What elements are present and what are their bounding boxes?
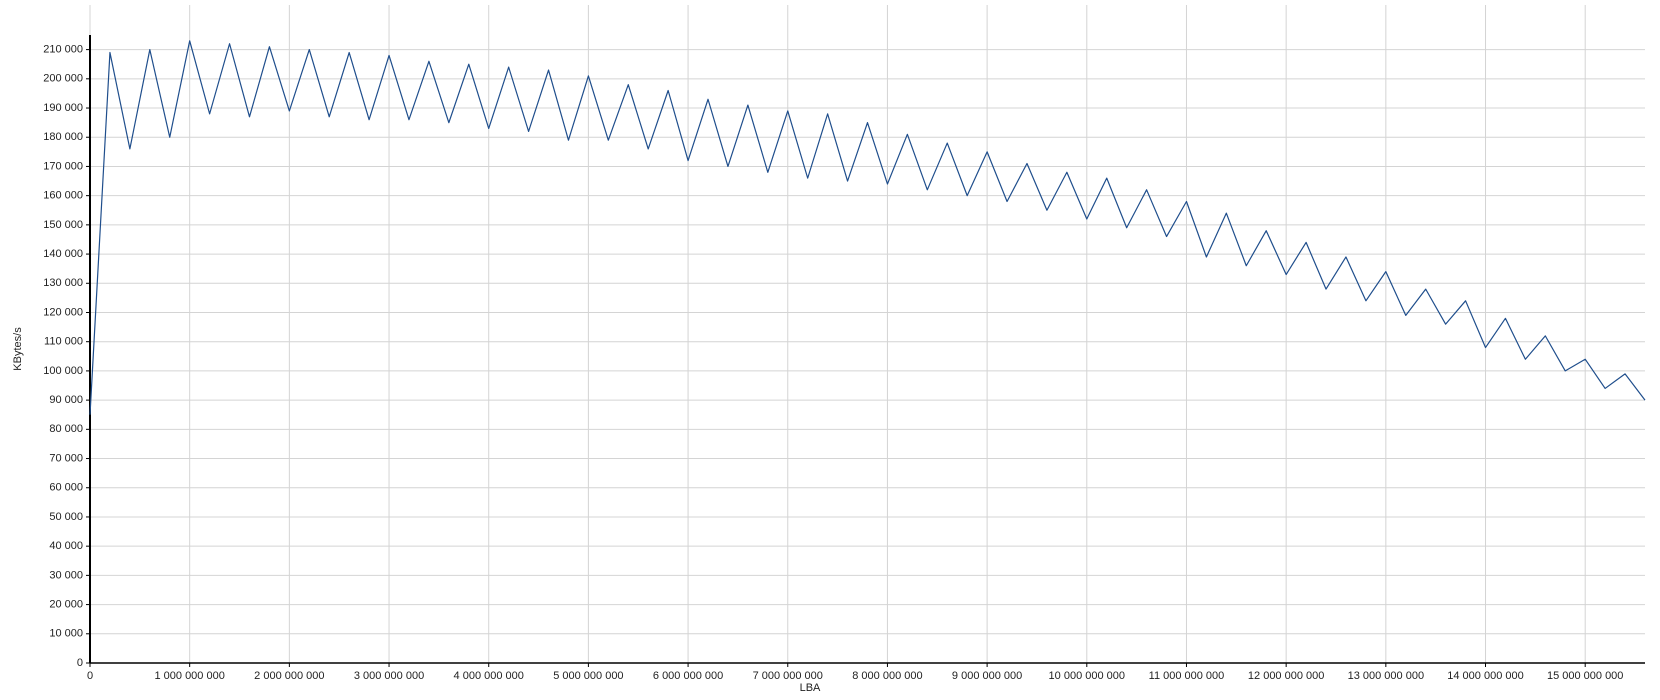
x-tick-label: 3 000 000 000 (354, 670, 424, 682)
y-tick-label: 60 000 (49, 482, 83, 494)
y-tick-label: 0 (77, 657, 83, 669)
x-tick-label: 1 000 000 000 (154, 670, 224, 682)
x-tick-label: 15 000 000 000 (1547, 670, 1623, 682)
y-tick-label: 160 000 (43, 190, 83, 202)
y-tick-label: 190 000 (43, 102, 83, 114)
x-tick-label: 11 000 000 000 (1149, 670, 1225, 682)
x-tick-label: 9 000 000 000 (952, 670, 1022, 682)
data-line (89, 40, 1646, 415)
y-tick-label: 120 000 (43, 306, 83, 318)
x-tick-label: 8 000 000 000 (852, 670, 922, 682)
x-tick-label: 2 000 000 000 (254, 670, 324, 682)
y-tick-label: 30 000 (49, 569, 83, 581)
y-tick-label: 180 000 (43, 131, 83, 143)
x-tick-label: 0 (87, 670, 93, 682)
y-tick-label: 100 000 (43, 365, 83, 377)
y-axis-label: KBytes/s (12, 327, 24, 371)
x-tick-label: 7 000 000 000 (753, 670, 823, 682)
y-tick-label: 210 000 (43, 44, 83, 56)
y-tick-label: 90 000 (49, 394, 83, 406)
x-axis-label: LBA (800, 682, 821, 694)
y-tick-label: 170 000 (43, 160, 83, 172)
x-tick-label: 4 000 000 000 (454, 670, 524, 682)
x-tick-label: 10 000 000 000 (1049, 670, 1125, 682)
y-tick-label: 70 000 (49, 452, 83, 464)
y-tick-label: 140 000 (43, 248, 83, 260)
x-tick-label: 13 000 000 000 (1348, 670, 1424, 682)
y-tick-label: 110 000 (44, 336, 83, 348)
y-tick-label: 40 000 (49, 540, 83, 552)
y-tick-label: 50 000 (49, 511, 83, 523)
y-tick-label: 150 000 (43, 219, 83, 231)
y-tick-label: 20 000 (49, 598, 83, 610)
y-tick-label: 200 000 (43, 73, 83, 85)
x-tick-label: 14 000 000 000 (1447, 670, 1523, 682)
x-tick-label: 5 000 000 000 (553, 670, 623, 682)
y-tick-label: 80 000 (49, 423, 83, 435)
y-tick-label: 130 000 (43, 277, 83, 289)
x-tick-label: 6 000 000 000 (653, 670, 723, 682)
x-tick-label: 12 000 000 000 (1248, 670, 1324, 682)
y-tick-label: 10 000 (49, 628, 83, 640)
